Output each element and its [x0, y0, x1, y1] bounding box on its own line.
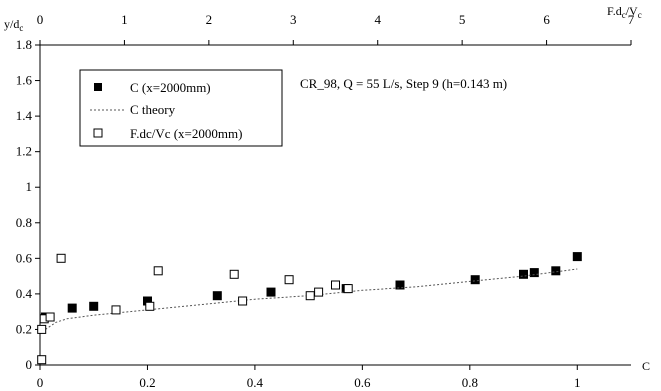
- data-point-fdc: [284, 275, 294, 285]
- data-point-c: [266, 287, 276, 297]
- x-top-tick-label: 4: [374, 12, 381, 27]
- y-tick-label: 1.4: [16, 108, 33, 123]
- x-axis-bottom-title: C: [642, 359, 650, 373]
- data-point-fdc: [229, 269, 239, 279]
- legend-marker-fdc: [93, 128, 103, 138]
- y-tick-label: 1.8: [16, 37, 32, 52]
- data-point-c: [572, 252, 582, 262]
- y-tick-label: 0.8: [16, 215, 32, 230]
- data-point-fdc: [343, 284, 353, 294]
- data-point-fdc: [238, 296, 248, 306]
- legend-label-c: C (x=2000mm): [130, 80, 211, 95]
- data-point-c: [67, 303, 77, 313]
- data-point-fdc: [56, 253, 66, 263]
- data-point-fdc: [331, 280, 340, 290]
- data-point-fdc: [314, 287, 324, 297]
- data-point-c: [89, 301, 99, 311]
- data-point-fdc: [145, 301, 155, 311]
- marks-layer: [37, 252, 582, 365]
- data-point-c: [529, 268, 539, 278]
- data-point-fdc: [45, 312, 55, 322]
- x-top-tick-label: 1: [121, 12, 128, 27]
- y-tick-label: 0: [26, 357, 33, 372]
- data-point-fdc: [305, 291, 315, 301]
- x-bottom-tick-label: 0.8: [462, 375, 478, 390]
- chart-annotation: CR_98, Q = 55 L/s, Step 9 (h=0.143 m): [300, 76, 507, 91]
- legend-box: [79, 69, 283, 147]
- x-bottom-tick-label: 0.6: [354, 375, 371, 390]
- data-point-c: [470, 275, 480, 285]
- x-top-tick-label: 2: [206, 12, 213, 27]
- y-tick-label: 0.2: [16, 321, 32, 336]
- x-top-tick-label: 0: [37, 12, 44, 27]
- y-tick-label: 1.6: [16, 73, 33, 88]
- legend: C (x=2000mm) C theory F.dc/Vc (x=2000mm): [79, 69, 283, 147]
- y-tick-label: 0.4: [16, 286, 33, 301]
- legend-label-c-theory: C theory: [130, 102, 176, 117]
- data-point-c: [551, 266, 561, 276]
- legend-marker-c: [94, 83, 102, 91]
- y-axis-title: y/dc: [4, 17, 23, 33]
- data-point-c: [212, 291, 222, 301]
- x-top-tick-label: 6: [543, 12, 550, 27]
- x-top-tick-label: 3: [290, 12, 297, 27]
- x-bottom-tick-label: 1: [574, 375, 581, 390]
- ticks-layer: 0 0.2 0.4 0.6 0.8 1 1.2 1.4 1.6 1.8 0 0.2 0.4 0.6 0.8 1…: [16, 12, 635, 390]
- x-bottom-tick-label: 0: [37, 375, 44, 390]
- x-top-tick-label: 7: [628, 12, 635, 27]
- data-point-fdc: [37, 324, 47, 334]
- series-line-c-theory: [45, 268, 578, 330]
- legend-label-fdc: F.dc/Vc (x=2000mm): [130, 126, 242, 141]
- data-point-fdc: [153, 266, 163, 276]
- x-bottom-tick-label: 0.2: [139, 375, 155, 390]
- data-point-c: [395, 280, 405, 290]
- y-tick-label: 1.2: [16, 144, 32, 159]
- data-point-fdc: [111, 305, 121, 315]
- y-tick-label: 0.6: [16, 250, 33, 265]
- x-axis-top-title: F.dc/Vc: [607, 4, 642, 20]
- data-point-fdc: [37, 355, 47, 365]
- x-bottom-tick-label: 0.4: [247, 375, 264, 390]
- y-tick-label: 1: [26, 179, 33, 194]
- x-top-tick-label: 5: [459, 12, 466, 27]
- data-point-c: [519, 269, 528, 279]
